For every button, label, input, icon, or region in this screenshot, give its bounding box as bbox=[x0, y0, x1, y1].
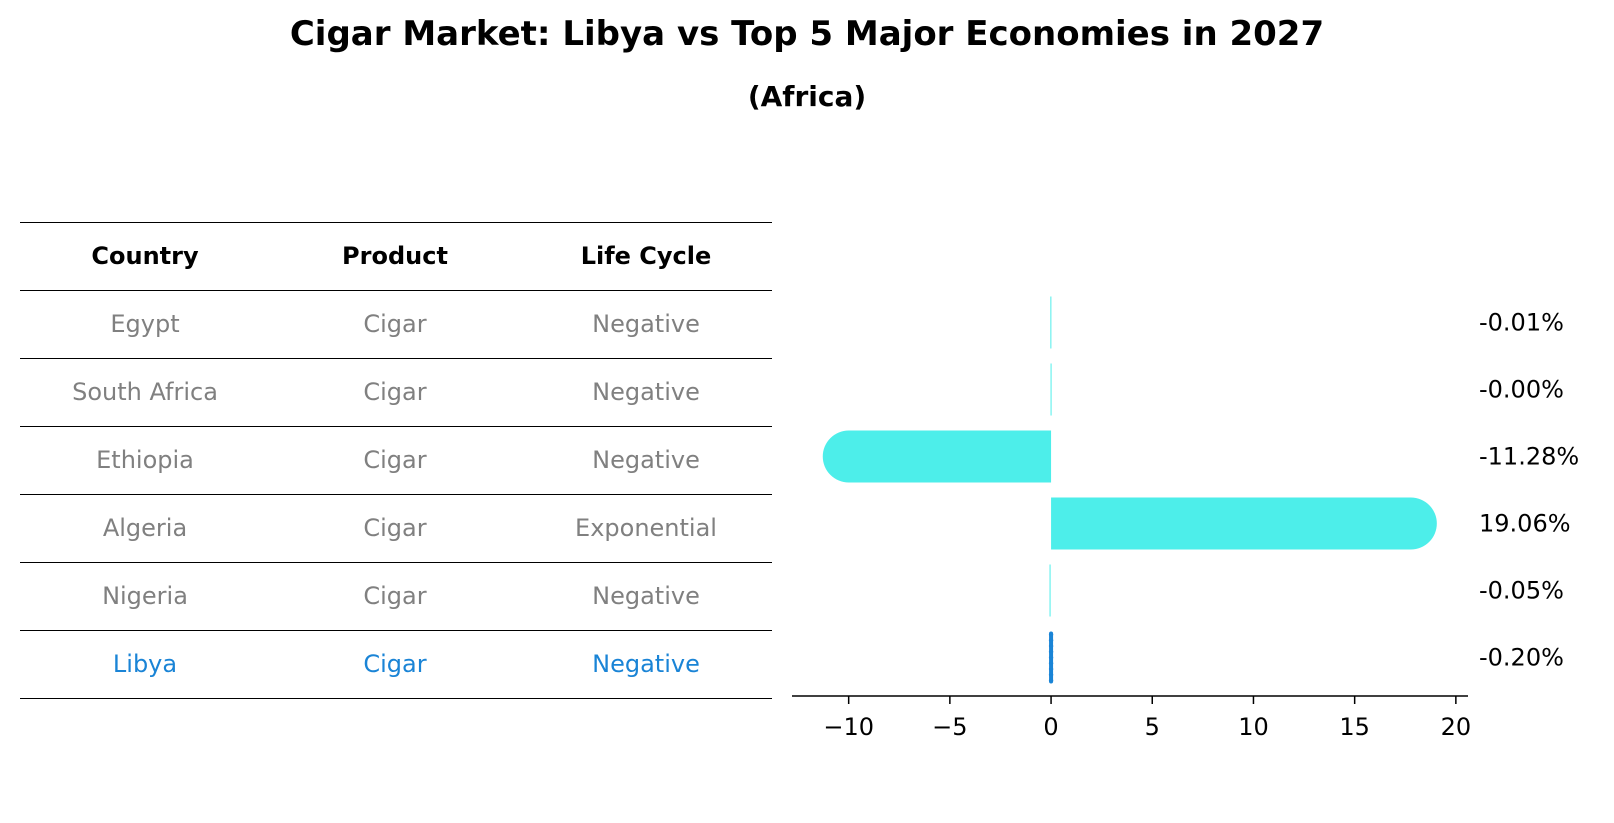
table-row: Ethiopia Cigar Negative bbox=[20, 426, 772, 494]
chart-subtitle: (Africa) bbox=[747, 80, 867, 113]
header-country: Country bbox=[91, 242, 199, 270]
value-label: -0.20% bbox=[1479, 644, 1564, 672]
header-life-cycle: Life Cycle bbox=[580, 242, 712, 270]
table-row: Algeria Cigar Exponential bbox=[20, 494, 772, 562]
cell-product: Cigar bbox=[363, 446, 427, 474]
x-tick-label: −5 bbox=[932, 713, 967, 741]
cell-product: Cigar bbox=[363, 582, 427, 610]
bar-highlight-dot bbox=[1048, 632, 1054, 637]
market-table: Country Product Life Cycle Egypt Cigar N… bbox=[20, 222, 772, 699]
cell-country: Nigeria bbox=[102, 582, 188, 610]
cell-life-cycle: Negative bbox=[592, 378, 700, 406]
cell-country: Egypt bbox=[110, 310, 180, 338]
bar-highlight-dot bbox=[1048, 655, 1054, 660]
table-row: Egypt Cigar Negative bbox=[20, 290, 772, 358]
bar bbox=[1051, 497, 1437, 550]
cell-country: Algeria bbox=[102, 514, 188, 542]
bar-highlight-dot bbox=[1048, 638, 1054, 643]
table-row: Nigeria Cigar Negative bbox=[20, 562, 772, 630]
chart-title: Cigar Market: Libya vs Top 5 Major Econo… bbox=[289, 14, 1325, 54]
bar bbox=[1050, 363, 1052, 416]
table-row: South Africa Cigar Negative bbox=[20, 358, 772, 426]
value-label: 19.06% bbox=[1479, 510, 1571, 538]
x-tick-label: 5 bbox=[1145, 713, 1160, 741]
bar-highlight-dot bbox=[1048, 643, 1054, 649]
table-row-highlight: Libya Cigar Negative bbox=[20, 630, 772, 699]
x-tick-label: 10 bbox=[1238, 713, 1269, 741]
cell-life-cycle: Negative bbox=[592, 310, 700, 338]
cell-life-cycle: Exponential bbox=[575, 514, 717, 542]
cell-product: Cigar bbox=[363, 378, 427, 406]
cell-product: Cigar bbox=[363, 514, 427, 542]
cell-product: Cigar bbox=[363, 310, 427, 338]
cell-product: Cigar bbox=[363, 650, 427, 678]
value-label: -0.00% bbox=[1479, 376, 1564, 404]
x-tick-label: 20 bbox=[1441, 713, 1472, 741]
cell-country: South Africa bbox=[72, 378, 218, 406]
header-product: Product bbox=[342, 242, 448, 270]
table-header-row: Country Product Life Cycle bbox=[20, 222, 772, 290]
cell-country: Ethiopia bbox=[96, 446, 194, 474]
bar-highlight-dot bbox=[1048, 661, 1054, 666]
x-tick-label: 15 bbox=[1339, 713, 1370, 741]
bar-highlight-dot bbox=[1048, 672, 1054, 677]
bar bbox=[1049, 564, 1051, 617]
bar-highlight-dot bbox=[1048, 666, 1054, 672]
value-label: -0.01% bbox=[1479, 309, 1564, 337]
cell-life-cycle: Negative bbox=[592, 582, 700, 610]
cell-life-cycle: Negative bbox=[592, 650, 700, 678]
cell-life-cycle: Negative bbox=[592, 446, 700, 474]
value-label: -0.05% bbox=[1479, 577, 1564, 605]
cell-country: Libya bbox=[112, 650, 178, 678]
bar bbox=[1050, 296, 1052, 349]
bar bbox=[822, 430, 1052, 483]
bar-highlight-dot bbox=[1048, 678, 1054, 683]
x-tick-label: 0 bbox=[1043, 713, 1058, 741]
bar-highlight-dot bbox=[1048, 649, 1054, 654]
x-tick-label: −10 bbox=[823, 713, 874, 741]
value-label: -11.28% bbox=[1479, 443, 1579, 471]
